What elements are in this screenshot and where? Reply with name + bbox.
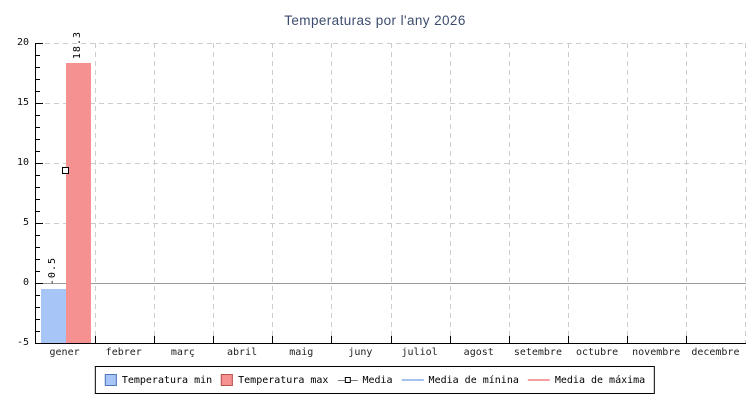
- y-axis-tick-minor: [36, 258, 40, 260]
- y-axis-tick-minor: [36, 114, 40, 116]
- legend-media-square: [344, 377, 351, 383]
- x-tick-label-maig: maig: [289, 347, 314, 358]
- y-axis-tick-minor: [36, 54, 40, 56]
- y-axis-tick-minor: [36, 186, 40, 188]
- x-axis-tick: [568, 336, 569, 343]
- x-axis-tick: [94, 336, 96, 343]
- x-tick-label-novembre: novembre: [632, 347, 681, 358]
- y-tick-label: 5: [22, 217, 29, 228]
- x-tick-label-gener: gener: [49, 347, 80, 358]
- x-axis-tick: [449, 336, 451, 343]
- legend-label: Media de máxima: [554, 374, 646, 386]
- x-tick-label-agost: agost: [463, 347, 494, 358]
- x-axis-tick: [331, 336, 333, 343]
- legend-label: Media: [362, 374, 393, 386]
- x-axis-tick: [508, 336, 510, 343]
- media-point-marker: [62, 166, 70, 174]
- y-axis-tick-minor: [36, 126, 40, 128]
- legend-item-media-de-máxima: Media de máxima: [527, 374, 646, 386]
- y-axis-tick-minor: [36, 210, 40, 212]
- y-axis-tick-major: [36, 42, 43, 44]
- y-axis-tick-minor: [36, 66, 40, 68]
- gridline-month-boundary: [449, 43, 451, 343]
- x-axis-tick: [627, 336, 629, 343]
- y-tick-label: 10: [16, 157, 29, 168]
- x-tick-label-març: març: [170, 347, 195, 358]
- gridline-month-boundary: [390, 43, 392, 343]
- y-tick-label: 20: [16, 37, 29, 48]
- x-axis-tick: [213, 336, 214, 343]
- legend-line-icon: [527, 379, 550, 381]
- legend-swatch-icon: [221, 374, 234, 386]
- x-tick-label-setembre: setembre: [513, 347, 562, 358]
- legend-label: Temperatura max: [238, 374, 329, 386]
- y-axis-tick-minor: [36, 306, 40, 308]
- x-tick-label-juny: juny: [348, 347, 373, 358]
- x-axis-tick: [272, 336, 274, 343]
- y-axis-tick-major: [36, 102, 43, 104]
- y-axis-tick-minor: [36, 294, 40, 296]
- x-tick-label-juliol: juliol: [401, 347, 438, 358]
- legend-label: Media de mínina: [428, 374, 519, 386]
- legend-item-temperatura-max: Temperatura max: [221, 374, 328, 386]
- chart-legend: Temperatura min Temperatura max Media Media…: [94, 366, 656, 394]
- gridline-month-boundary: [686, 43, 688, 343]
- x-tick-label-decembre: decembre: [691, 347, 740, 358]
- y-axis-tick-minor: [36, 150, 40, 152]
- gridline-month-boundary: [94, 43, 96, 343]
- gridline-month-boundary: [508, 43, 510, 343]
- legend-item-media: Media: [337, 374, 393, 386]
- y-axis-tick-minor: [36, 198, 40, 200]
- x-axis-tick: [153, 336, 155, 343]
- y-tick-label: 15: [16, 97, 29, 108]
- x-tick-label-febrer: febrer: [105, 347, 142, 358]
- bar-value-label: -0.5: [47, 256, 59, 285]
- y-axis-tick-minor: [36, 246, 40, 248]
- y-axis-tick-minor: [36, 90, 40, 92]
- y-axis-tick-minor: [36, 234, 40, 236]
- gridline-month-boundary: [213, 43, 214, 343]
- chart-title: Temperaturas por l'any 2026: [284, 13, 466, 28]
- y-axis-tick-minor: [36, 318, 40, 320]
- gridline-month-boundary: [568, 43, 569, 343]
- legend-label: Temperatura min: [121, 374, 213, 386]
- y-tick-label: 0: [22, 277, 29, 288]
- y-axis-tick-major: [36, 162, 43, 164]
- y-axis-tick-major: [36, 282, 43, 284]
- y-axis-tick-minor: [36, 270, 40, 272]
- x-tick-label-abril: abril: [227, 347, 258, 358]
- gridline-month-boundary: [331, 43, 333, 343]
- legend-item-temperatura-min: Temperatura min: [104, 374, 213, 386]
- gridline-month-boundary: [153, 43, 155, 343]
- x-axis-tick: [390, 336, 392, 343]
- bar-gener-max: [65, 63, 91, 343]
- y-axis-tick-major: [36, 222, 43, 224]
- gridline-right: [745, 43, 746, 343]
- legend-media-marker-icon: [337, 376, 358, 385]
- gridline-month-boundary: [272, 43, 274, 343]
- bar-gener-min: [40, 289, 66, 343]
- y-tick-label: -5: [16, 337, 29, 348]
- legend-item-media-de-mínina: Media de mínina: [401, 374, 519, 386]
- plot-area: -0.5 18.3: [35, 31, 746, 344]
- y-axis-tick-minor: [36, 330, 40, 332]
- y-axis-tick-minor: [36, 138, 40, 140]
- x-axis-tick: [686, 336, 688, 343]
- bar-value-label: 18.3: [72, 31, 84, 60]
- legend-swatch-icon: [104, 374, 117, 386]
- y-axis-tick-minor: [36, 78, 40, 80]
- y-axis-tick-minor: [36, 174, 40, 176]
- legend-line-icon: [401, 379, 424, 381]
- x-tick-label-octubre: octubre: [576, 347, 619, 358]
- gridline-month-boundary: [627, 43, 629, 343]
